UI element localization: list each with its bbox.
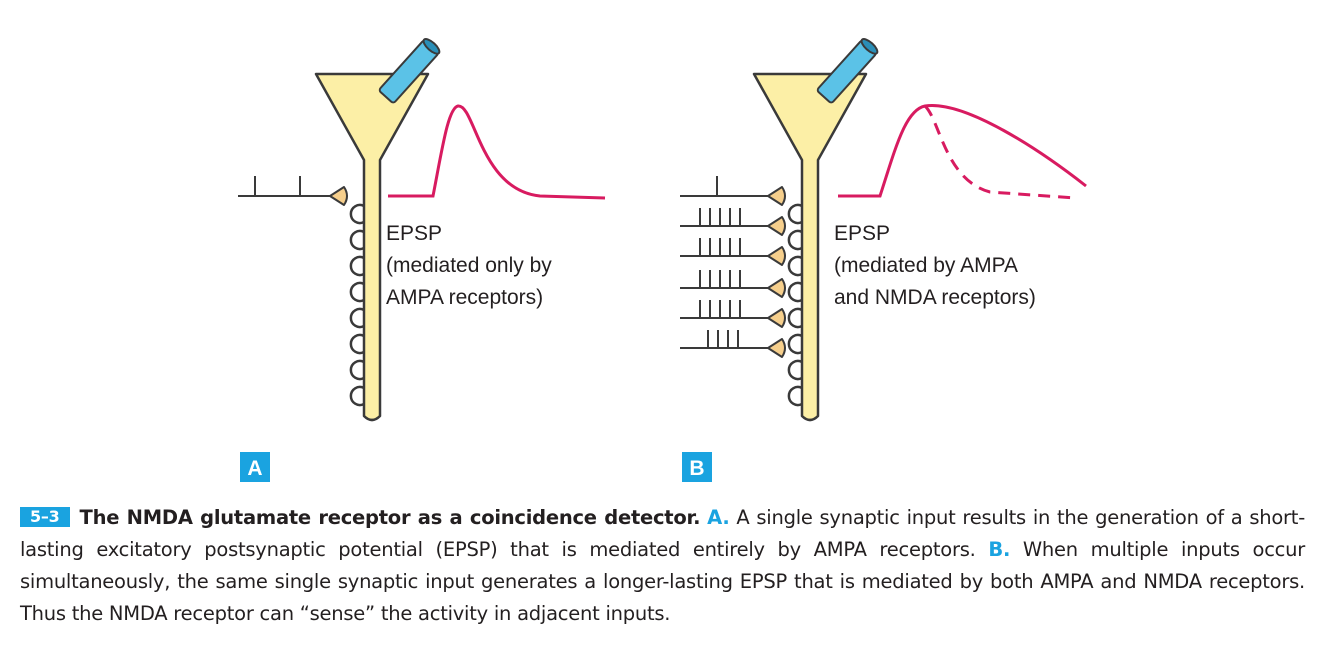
presynaptic-terminal [329,186,348,206]
figure-diagram: EPSP (mediated only by AMPA receptors) A EP… [238,38,1087,482]
dendritic-spine [349,359,365,381]
epsp-label-line: and NMDA receptors) [834,286,1036,309]
epsp-label-line: (mediated by AMPA [834,254,1018,277]
presynaptic-terminal [767,246,786,266]
dendritic-spine [787,333,803,355]
presynaptic-terminal [767,186,786,206]
epsp-label-line: EPSP [386,222,442,245]
caption-panel-a-ref: A. [707,506,730,529]
dendritic-spine [787,229,803,251]
panel-b: EPSP (mediated by AMPA and NMDA receptors)… [680,38,1087,482]
dendritic-spine [349,281,365,303]
epsp-label-line: (mediated only by [386,254,552,277]
neuron [752,72,868,422]
panel-letter-box [240,452,270,482]
recording-electrode [816,38,879,104]
caption-title: The NMDA glutamate receptor as a coincid… [79,506,701,529]
dendritic-spine [349,229,365,251]
panel-a: EPSP (mediated only by AMPA receptors) A [238,38,606,482]
epsp-label-line: AMPA receptors) [386,286,543,309]
dendritic-spine [787,307,803,329]
epsp-trace-short [388,104,606,200]
dendritic-spine [787,359,803,381]
epsp-trace-long [838,104,1087,198]
panel-letter-box [682,452,712,482]
panel-letter: A [247,457,262,480]
dendritic-spine [787,203,803,225]
recording-electrode [378,38,441,104]
epsp-trace-ampa-only-dashed [923,104,1076,200]
dendritic-spine [349,333,365,355]
figure-number-badge: 5–3 [20,507,70,527]
presynaptic-terminal [767,338,786,358]
dendritic-spine [349,307,365,329]
epsp-label-line: EPSP [834,222,890,245]
dendritic-spine [349,203,365,225]
dendritic-spine [349,255,365,277]
dendritic-spine [349,385,365,407]
caption-text-a: A single synaptic input results in the g… [20,506,1305,561]
electrode-end [422,38,441,55]
dendritic-spine [787,385,803,407]
electrode-end [860,38,879,55]
figure-caption: 5–3 The NMDA glutamate receptor as a coin… [20,502,1305,630]
dendritic-spine [787,281,803,303]
panel-letter: B [689,457,704,480]
dendritic-spine [787,255,803,277]
caption-text-b: When multiple inputs occur simultaneousl… [20,538,1306,625]
caption-panel-b-ref: B. [988,538,1011,561]
presynaptic-terminal [767,278,786,298]
presynaptic-terminal [767,308,786,328]
neuron [314,72,430,422]
presynaptic-terminal [767,216,786,236]
